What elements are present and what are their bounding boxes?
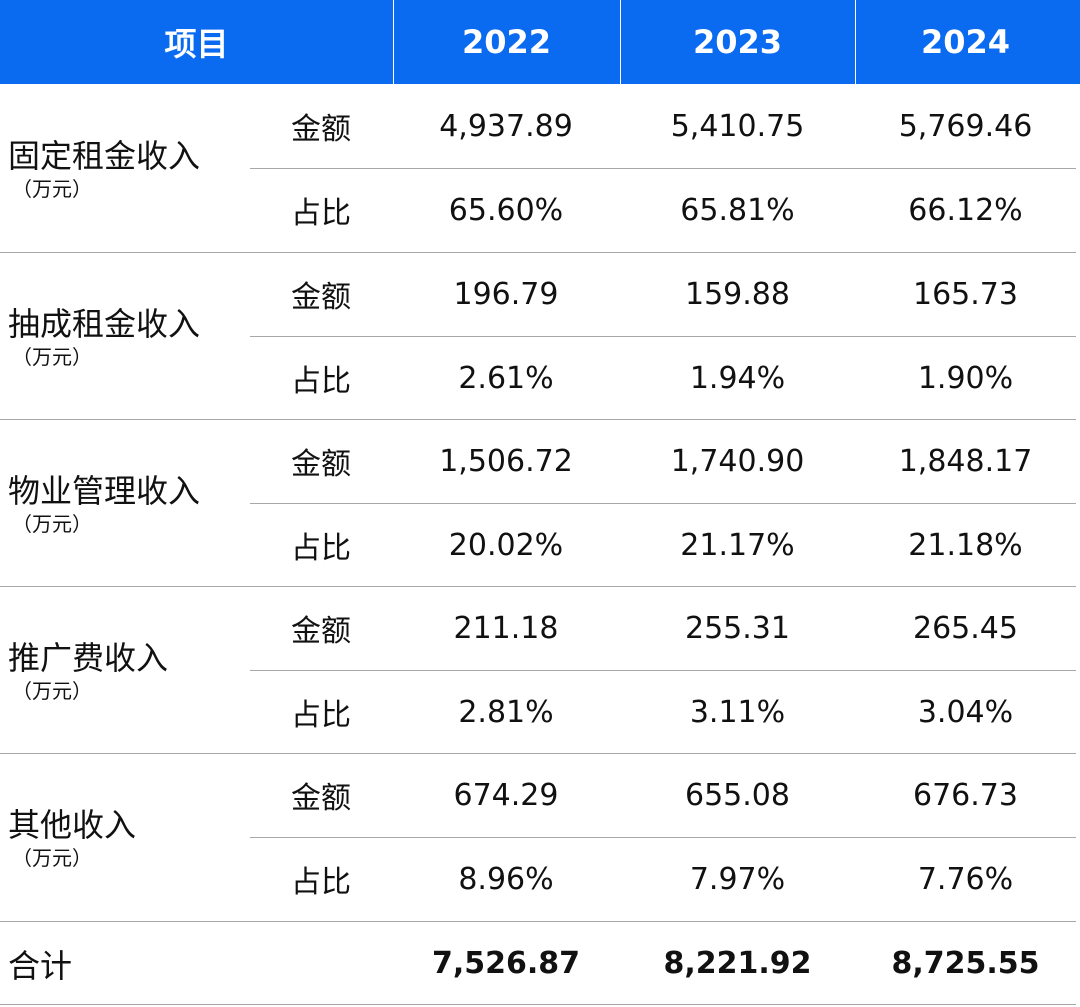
row-label: 金额 [291, 112, 351, 147]
header-year-2023: 2023 [692, 23, 783, 61]
value-2024: 165.73 [913, 276, 1018, 312]
value-2023: 7.97% [689, 861, 786, 897]
row-label: 占比 [291, 196, 351, 231]
row-label: 占比 [291, 364, 351, 399]
category-unit: （万元） [12, 177, 92, 201]
total-2022: 7,526.87 [431, 946, 581, 981]
group-divider [0, 921, 1076, 922]
row-label: 占比 [291, 698, 351, 733]
header-divider [855, 0, 856, 84]
value-2022: 1,506.72 [439, 443, 573, 479]
value-2024: 1.90% [917, 360, 1014, 396]
row-group-commission-rent: 抽成租金收入 （万元） 金额 196.79 159.88 165.73 占比 2… [0, 252, 1080, 420]
table-row: 金额 196.79 159.88 165.73 [250, 252, 1076, 336]
row-label: 占比 [291, 865, 351, 900]
value-2024: 676.73 [913, 777, 1018, 813]
category-unit: （万元） [12, 846, 92, 870]
header-year-2024: 2024 [920, 23, 1011, 61]
category-label: 其他收入 （万元） [8, 753, 136, 921]
total-values: 7,526.87 8,221.92 8,725.55 [250, 922, 1076, 1005]
table-row: 金额 1,506.72 1,740.90 1,848.17 [250, 419, 1076, 503]
category-name: 固定租金收入 [8, 137, 201, 175]
total-2024: 8,725.55 [891, 946, 1040, 981]
value-2022: 2.81% [458, 694, 554, 730]
category-name: 抽成租金收入 [8, 305, 201, 343]
value-2023: 159.88 [685, 276, 790, 312]
category-label: 推广费收入 （万元） [8, 586, 168, 754]
table-row: 金额 211.18 255.31 265.45 [250, 586, 1076, 670]
category-unit: （万元） [12, 345, 92, 369]
category-label: 物业管理收入 （万元） [8, 419, 200, 587]
value-2022: 2.61% [458, 360, 554, 396]
category-name: 推广费收入 [8, 639, 169, 677]
value-2023: 1,740.90 [670, 443, 805, 479]
value-2024: 66.12% [908, 192, 1023, 228]
table-row: 金额 4,937.89 5,410.75 5,769.46 [250, 84, 1076, 168]
value-2024: 1,848.17 [898, 443, 1033, 479]
value-2024: 7.76% [917, 861, 1014, 897]
row-label: 金额 [291, 614, 351, 649]
value-2023: 1.94% [689, 360, 786, 396]
group-divider [0, 419, 1076, 420]
row-label: 占比 [291, 531, 351, 566]
group-divider [0, 252, 1076, 253]
row-divider [250, 168, 1076, 169]
total-2023: 8,221.92 [663, 946, 812, 981]
value-2023: 3.11% [689, 694, 786, 730]
table-row: 占比 65.60% 65.81% 66.12% [250, 168, 1076, 252]
row-group-other-income: 其他收入 （万元） 金额 674.29 655.08 676.73 占比 8.9… [0, 753, 1080, 921]
category-unit: （万元） [12, 679, 92, 703]
row-divider [250, 503, 1076, 504]
row-group-property-management: 物业管理收入 （万元） 金额 1,506.72 1,740.90 1,848.1… [0, 419, 1080, 587]
value-2022: 8.96% [458, 861, 554, 897]
row-divider [250, 837, 1076, 838]
row-label: 金额 [291, 781, 351, 816]
group-divider [0, 753, 1076, 754]
row-divider [250, 336, 1076, 337]
value-2024: 21.18% [908, 527, 1023, 563]
row-group-fixed-rent: 固定租金收入 （万元） 金额 4,937.89 5,410.75 5,769.4… [0, 84, 1080, 252]
value-2022: 4,937.89 [439, 108, 573, 144]
value-2022: 196.79 [453, 276, 559, 312]
total-label: 合计 [8, 946, 73, 985]
total-row: 合计 7,526.87 8,221.92 8,725.55 [0, 922, 1080, 1005]
table-row: 金额 674.29 655.08 676.73 [250, 753, 1076, 837]
value-2023: 255.31 [685, 610, 790, 646]
value-2023: 5,410.75 [670, 108, 805, 144]
table-row: 占比 20.02% 21.17% 21.18% [250, 503, 1076, 587]
row-label: 金额 [291, 447, 351, 482]
value-2023: 21.17% [680, 527, 795, 563]
value-2022: 65.60% [448, 192, 564, 228]
value-2023: 65.81% [680, 192, 795, 228]
value-2024: 3.04% [917, 694, 1014, 730]
header-year-2022: 2022 [461, 23, 552, 61]
header-divider [620, 0, 621, 84]
value-2024: 5,769.46 [898, 108, 1033, 144]
category-label: 抽成租金收入 （万元） [8, 252, 200, 420]
category-label: 固定租金收入 （万元） [8, 84, 200, 252]
table-row: 占比 2.61% 1.94% 1.90% [250, 336, 1076, 420]
table-row: 占比 8.96% 7.97% 7.76% [250, 837, 1076, 921]
row-label: 金额 [291, 280, 351, 315]
value-2022: 211.18 [453, 610, 559, 646]
group-divider [0, 586, 1076, 587]
table-bottom-border [0, 1004, 1076, 1005]
row-group-promotion-fee: 推广费收入 （万元） 金额 211.18 255.31 265.45 占比 2.… [0, 586, 1080, 754]
row-divider [250, 670, 1076, 671]
table-row: 占比 2.81% 3.11% 3.04% [250, 670, 1076, 754]
table-header: 项目 2022 2023 2024 [0, 0, 1080, 84]
value-2022: 674.29 [453, 777, 559, 813]
header-divider [393, 0, 394, 84]
category-unit: （万元） [12, 512, 92, 536]
value-2023: 655.08 [685, 777, 790, 813]
value-2024: 265.45 [913, 610, 1018, 646]
header-item-label: 项目 [164, 25, 229, 63]
category-name: 物业管理收入 [8, 472, 201, 510]
category-name: 其他收入 [8, 806, 137, 844]
value-2022: 20.02% [448, 527, 564, 563]
